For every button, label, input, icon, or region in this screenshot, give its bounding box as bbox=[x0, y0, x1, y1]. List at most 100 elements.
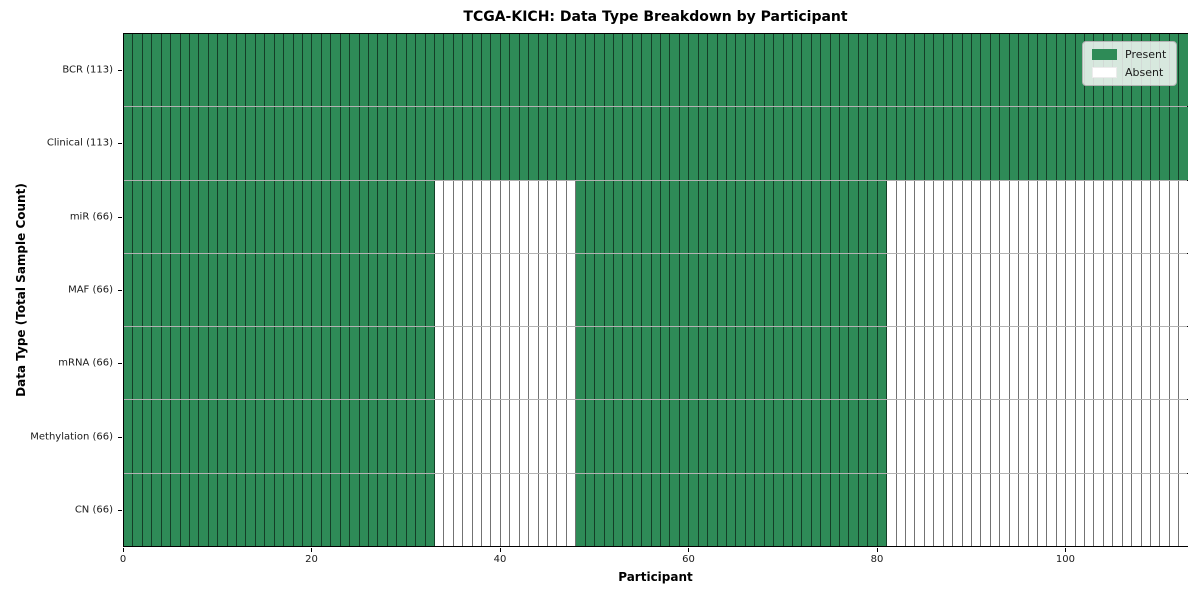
cell-present bbox=[265, 400, 275, 473]
cell-absent bbox=[990, 400, 1001, 473]
cell-present bbox=[670, 327, 680, 400]
cell-present bbox=[227, 400, 238, 473]
cell-present bbox=[661, 473, 671, 546]
cell-present bbox=[472, 34, 483, 107]
cell-absent bbox=[1085, 180, 1095, 253]
cell-present bbox=[981, 34, 991, 107]
cell-present bbox=[802, 473, 812, 546]
cell-present bbox=[227, 107, 238, 180]
cell-present bbox=[1075, 107, 1086, 180]
cell-absent bbox=[896, 327, 907, 400]
cell-absent bbox=[990, 180, 1001, 253]
cell-present bbox=[585, 327, 596, 400]
cell-present bbox=[708, 473, 718, 546]
cell-present bbox=[274, 400, 285, 473]
cell-absent bbox=[1179, 253, 1188, 327]
cell-present bbox=[877, 107, 888, 180]
cell-present bbox=[133, 473, 143, 546]
cell-present bbox=[274, 327, 285, 400]
cell-present bbox=[670, 400, 680, 473]
cell-present bbox=[840, 34, 850, 107]
cell-absent bbox=[1141, 400, 1151, 473]
cell-present bbox=[821, 253, 831, 327]
cell-absent bbox=[1132, 180, 1142, 253]
chart-title: TCGA-KICH: Data Type Breakdown by Partic… bbox=[463, 9, 848, 25]
cell-present bbox=[632, 180, 643, 253]
cell-present bbox=[359, 400, 369, 473]
cell-present bbox=[595, 327, 605, 400]
cell-present bbox=[661, 400, 671, 473]
cell-absent bbox=[510, 327, 520, 400]
cell-absent bbox=[566, 327, 577, 400]
cell-present bbox=[321, 253, 332, 327]
cell-present bbox=[896, 34, 907, 107]
cell-present bbox=[623, 253, 633, 327]
cell-absent bbox=[529, 327, 539, 400]
cell-present bbox=[218, 107, 228, 180]
cell-absent bbox=[1160, 327, 1170, 400]
cell-absent bbox=[519, 253, 530, 327]
cell-present bbox=[416, 253, 426, 327]
y-tick-label: Clinical (113) bbox=[46, 137, 113, 149]
cell-present bbox=[189, 107, 200, 180]
cell-absent bbox=[934, 327, 944, 400]
cell-present bbox=[727, 473, 737, 546]
cell-present bbox=[849, 473, 859, 546]
cell-absent bbox=[1122, 327, 1133, 400]
cell-absent bbox=[1122, 180, 1133, 253]
cell-present bbox=[566, 34, 577, 107]
heatmap-row bbox=[124, 327, 1188, 401]
cell-present bbox=[877, 180, 888, 253]
cell-present bbox=[783, 253, 793, 327]
cell-absent bbox=[1141, 473, 1151, 546]
cell-present bbox=[595, 253, 605, 327]
cell-present bbox=[189, 327, 200, 400]
cell-present bbox=[877, 473, 888, 546]
cell-present bbox=[359, 34, 369, 107]
cell-present bbox=[180, 327, 190, 400]
cell-absent bbox=[538, 327, 548, 400]
cell-present bbox=[406, 180, 417, 253]
cell-present bbox=[434, 107, 445, 180]
cell-present bbox=[208, 34, 219, 107]
cell-present bbox=[161, 327, 172, 400]
cell-present bbox=[821, 400, 831, 473]
cell-absent bbox=[1141, 180, 1151, 253]
cell-present bbox=[849, 34, 859, 107]
cell-absent bbox=[453, 253, 464, 327]
cell-present bbox=[255, 253, 266, 327]
cell-present bbox=[576, 107, 586, 180]
cell-present bbox=[199, 473, 209, 546]
cell-present bbox=[208, 400, 219, 473]
cell-present bbox=[858, 34, 869, 107]
cell-present bbox=[208, 253, 219, 327]
cell-present bbox=[670, 34, 680, 107]
cell-present bbox=[482, 34, 492, 107]
cell-present bbox=[651, 327, 662, 400]
cell-present bbox=[962, 34, 972, 107]
cell-present bbox=[378, 400, 388, 473]
cell-absent bbox=[538, 400, 548, 473]
cell-present bbox=[406, 400, 417, 473]
cell-present bbox=[519, 107, 530, 180]
cell-present bbox=[303, 107, 313, 180]
cell-absent bbox=[566, 180, 577, 253]
cell-present bbox=[340, 400, 351, 473]
cell-present bbox=[237, 107, 247, 180]
cell-present bbox=[613, 34, 624, 107]
cell-present bbox=[218, 327, 228, 400]
cell-present bbox=[171, 34, 181, 107]
cell-present bbox=[858, 180, 869, 253]
cell-present bbox=[416, 400, 426, 473]
cell-absent bbox=[990, 253, 1001, 327]
cell-absent bbox=[1085, 473, 1095, 546]
cell-present bbox=[133, 400, 143, 473]
cell-present bbox=[858, 327, 869, 400]
cell-present bbox=[142, 253, 153, 327]
cell-present bbox=[717, 327, 727, 400]
cell-present bbox=[727, 327, 737, 400]
cell-present bbox=[623, 34, 633, 107]
cell-present bbox=[510, 107, 520, 180]
cell-present bbox=[180, 180, 190, 253]
cell-present bbox=[792, 34, 803, 107]
